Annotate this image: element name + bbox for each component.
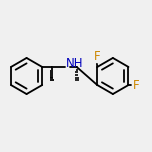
Text: NH: NH <box>66 57 83 70</box>
Text: F: F <box>94 50 100 63</box>
Text: F: F <box>132 79 139 92</box>
